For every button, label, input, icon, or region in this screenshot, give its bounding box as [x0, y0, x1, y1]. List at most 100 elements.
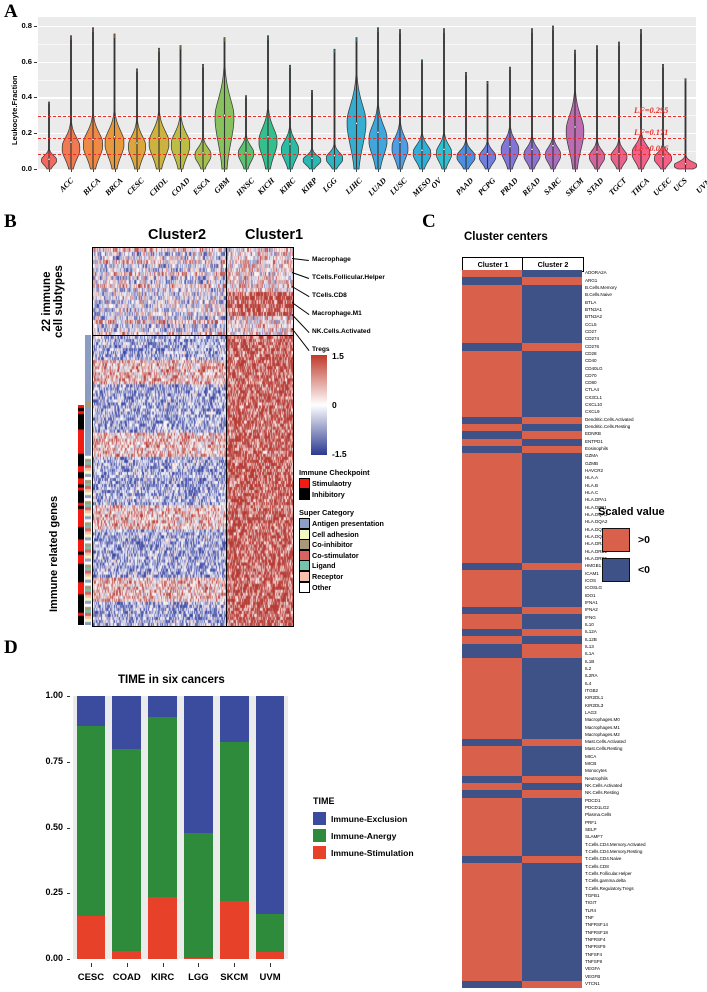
x-label-skcm: SKCM: [563, 176, 587, 199]
heatmap-cell: [522, 812, 582, 820]
x-tick-mark: [531, 169, 533, 172]
heatmap-cell: [522, 702, 582, 711]
gene-label-plasma-cells: Plasma.Cells: [585, 812, 612, 818]
gene-label-adora2a: ADORA2A: [585, 270, 607, 276]
callout-nk-cells-activated: NK.Cells.Activated: [312, 328, 371, 335]
x-label-coad: COAD: [169, 176, 192, 199]
gene-label-macrophages-m1: Macrophages.M1: [585, 724, 620, 730]
gene-label-mast-cells-resting: Mast.Cells.Resting: [585, 746, 623, 752]
heatmap-cell: [522, 570, 582, 579]
x-label-brca: BRCA: [103, 176, 125, 198]
panel-b-side-label-genes: Immune related genes: [48, 495, 60, 612]
gene-label-kir2dl1: KIR2DL1: [585, 695, 604, 701]
category-swatch-3: [299, 549, 310, 561]
x-tick-mark: [553, 169, 555, 172]
bar-segment-immune-exclusion: [255, 696, 285, 915]
x-label-kirp: KIRP: [299, 176, 320, 196]
gene-label-vegfb: VEGFB: [585, 973, 601, 979]
violin-pcpg: [454, 15, 477, 171]
heatmap-cell: [522, 951, 582, 960]
x-tick-mark: [180, 169, 182, 172]
heatmap-cell: [522, 804, 582, 813]
heatmap-cell: [462, 270, 522, 278]
heatmap-cell: [522, 416, 582, 425]
panel-d-y-tick-label: 0.00: [45, 953, 63, 963]
heatmap-cell: [462, 548, 522, 557]
heatmap-cell: [462, 892, 522, 901]
x-tick-mark: [641, 169, 643, 172]
heatmap-cell: [522, 357, 582, 366]
heatmap-cell: [462, 636, 522, 645]
x-label-lihc: LIHC: [343, 176, 365, 197]
scaled-value-positive-label: >0: [638, 534, 650, 546]
gene-label-cx3cl1: CX3CL1: [585, 394, 603, 400]
violin-tgct: [587, 15, 608, 171]
panel-d-y-tick-mark: [67, 827, 70, 829]
heatmap-cell: [462, 526, 522, 535]
gene-label-gzma: GZMA: [585, 453, 599, 459]
category-swatch-0: [299, 518, 310, 529]
heatmap-cell: [462, 306, 522, 315]
category-swatch-1: [299, 528, 310, 540]
heatmap-cell: [522, 541, 582, 549]
heatmap-cell: [462, 328, 522, 337]
panel-d-y-tick-mark: [67, 959, 70, 960]
heatmap-cell: [522, 973, 582, 982]
gene-label-btla: BTLA: [585, 299, 597, 305]
panel-d-y-tick-label: 0.50: [45, 821, 63, 832]
violin-thca: [609, 15, 630, 171]
gene-label-cd276: CD276: [585, 343, 600, 349]
heatmap-cell: [522, 944, 582, 952]
y-tick-mark: [34, 97, 37, 99]
heatmap-cell: [522, 980, 582, 989]
side-label-line1: 22 immune: [41, 271, 53, 332]
heatmap-cell: [462, 577, 522, 586]
heatmap-cell: [462, 357, 522, 366]
violin-skcm: [543, 15, 564, 171]
gene-label-ctla4: CTLA4: [585, 387, 600, 393]
immune-gene-heatmap: [92, 335, 294, 627]
violin-meso: [389, 15, 410, 171]
heatmap-cell: [522, 321, 582, 330]
bar-segment-immune-anergy: [255, 914, 285, 952]
x-tick-mark: [92, 169, 94, 172]
heatmap-cell: [522, 599, 582, 608]
heatmap-cell: [522, 328, 582, 337]
heatmap-cell: [462, 951, 522, 960]
gene-label-nk-cells-resting: NK.Cells.Resting: [585, 790, 619, 796]
checkpoint-label-1: Inhibitory: [312, 489, 345, 499]
gene-label-tlr4: TLR4: [585, 907, 597, 913]
heatmap-cell: [462, 570, 522, 579]
y-tick-mark: [34, 169, 37, 170]
gene-label-hla-c: HLA.C: [585, 490, 599, 496]
gene-label-cd40: CD40: [585, 358, 597, 364]
y-tick-label: 0.8: [21, 20, 32, 30]
heatmap-cell: [462, 592, 522, 601]
callout-tcells-cd8: TCells.CD8: [312, 292, 347, 299]
heatmap-cell: [462, 277, 522, 286]
heatmap-cell: [462, 497, 522, 505]
violin-acc: [38, 15, 59, 171]
heatmap-cell: [462, 585, 522, 593]
x-tick-mark: [377, 169, 379, 172]
gene-label-vtcn1: VTCN1: [585, 980, 600, 986]
category-label-3: Co-stimulator: [312, 550, 359, 560]
gene-label-tnfrsf9: TNFRSF9: [585, 944, 606, 950]
lf-threshold-label-1: LF=0.171: [634, 128, 669, 138]
heatmap-cell: [522, 856, 582, 864]
callout-tcells-follicular-helper: TCells.Follicular.Helper: [312, 274, 385, 281]
checkpoint-swatch-0: [299, 478, 310, 489]
heatmap-cell: [522, 350, 582, 359]
panel-d-legend-label-immune-stimulation: Immune-Stimulation: [331, 848, 414, 858]
heatmap-cell: [462, 372, 522, 381]
checkpoint-swatch-1: [299, 488, 310, 500]
heatmap-cell: [522, 497, 582, 505]
gene-label-neutrophils: Neutrophils: [585, 775, 608, 781]
x-label-gbm: GBM: [211, 176, 232, 196]
gene-label-cxcl10: CXCL10: [585, 402, 603, 408]
gene-label-b-cells-memory: B.Cells.Memory: [585, 284, 617, 290]
violin-luad: [344, 15, 368, 171]
gene-label-cxcl9: CXCL9: [585, 409, 600, 415]
gene-label-cd274: CD274: [585, 336, 600, 342]
x-tick-mark: [399, 169, 401, 172]
